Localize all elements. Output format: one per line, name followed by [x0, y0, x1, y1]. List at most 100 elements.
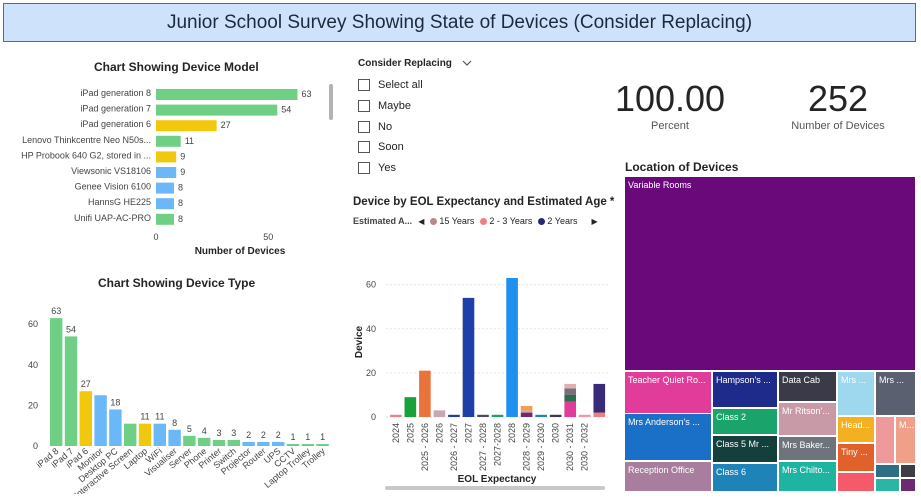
treemap-tile[interactable]: Class 2	[712, 408, 778, 435]
treemap-tile[interactable]	[875, 416, 895, 464]
treemap-tile[interactable]	[875, 478, 900, 492]
bar-segment[interactable]	[433, 410, 446, 417]
bar[interactable]	[156, 104, 278, 116]
treemap-tile[interactable]: Data Cab	[778, 371, 837, 402]
slicer-option-maybe[interactable]: Maybe	[355, 96, 525, 117]
bar-segment[interactable]	[564, 401, 577, 417]
treemap-tile[interactable]: Head...	[837, 416, 875, 443]
bar-segment[interactable]	[462, 297, 475, 417]
bar[interactable]	[124, 423, 137, 446]
chevron-down-icon[interactable]	[462, 58, 472, 69]
eol-chart-scrollbar[interactable]	[385, 486, 605, 490]
bar-segment[interactable]	[520, 405, 533, 411]
treemap-tile[interactable]: Class 6	[712, 463, 778, 492]
bar-segment[interactable]	[448, 414, 460, 417]
bar[interactable]	[156, 213, 174, 225]
treemap-tile[interactable]	[900, 478, 916, 492]
checkbox[interactable]	[358, 162, 370, 175]
bar[interactable]	[94, 395, 107, 446]
eol-legend[interactable]: Estimated A... ◀ 15 Years 2 - 3 Years 2 …	[353, 216, 598, 226]
bar-segment[interactable]	[578, 414, 591, 417]
slicer-option-select-all[interactable]: Select all	[355, 75, 525, 96]
treemap-tile[interactable]	[837, 472, 875, 492]
bar[interactable]	[242, 441, 255, 446]
bar[interactable]	[138, 423, 152, 446]
treemap-tile[interactable]: Mrs Anderson's ...	[624, 413, 712, 461]
checkbox[interactable]	[358, 79, 370, 92]
treemap-tile[interactable]: M...	[895, 416, 916, 464]
bar[interactable]	[227, 439, 240, 446]
slicer-header[interactable]: Consider Replacing	[358, 58, 525, 69]
bar-segment[interactable]	[564, 388, 577, 395]
legend-item-15-years[interactable]: 15 Years	[430, 216, 474, 226]
data-label: 27	[221, 120, 231, 130]
bar[interactable]	[156, 120, 217, 132]
bar-segment[interactable]	[535, 414, 547, 417]
legend-next-icon[interactable]: ▶	[591, 216, 598, 226]
bar[interactable]	[153, 423, 166, 446]
slicer-option-no[interactable]: No	[355, 116, 525, 137]
checkbox[interactable]	[358, 120, 370, 133]
legend-prev-icon[interactable]: ◀	[418, 216, 425, 226]
treemap-tile[interactable]: Hampson's ...	[712, 371, 778, 408]
bar[interactable]	[50, 318, 63, 446]
bar[interactable]	[183, 435, 196, 446]
bar[interactable]	[156, 89, 298, 100]
bar[interactable]	[212, 439, 226, 446]
treemap-tile[interactable]	[900, 464, 916, 478]
bar[interactable]	[272, 441, 285, 446]
bar[interactable]	[286, 443, 300, 446]
bar-segment[interactable]	[419, 370, 431, 417]
bar[interactable]	[301, 443, 314, 446]
bar-segment[interactable]	[593, 412, 606, 417]
bar-segment[interactable]	[404, 397, 417, 417]
treemap-tile[interactable]: Variable Rooms	[624, 176, 916, 371]
bar[interactable]	[156, 135, 181, 147]
device-model-chart[interactable]: iPad generation 8 63 iPad generation 7 54 iP…	[20, 78, 340, 260]
bar[interactable]	[156, 198, 174, 210]
checkbox[interactable]	[358, 141, 370, 154]
consider-replacing-slicer[interactable]: Consider Replacing Select all Maybe No S…	[355, 58, 525, 188]
bar-segment[interactable]	[390, 414, 402, 417]
treemap-tile[interactable]: Mrs ...	[837, 371, 875, 416]
bar-segment[interactable]	[506, 278, 518, 417]
bar[interactable]	[156, 167, 177, 178]
bar[interactable]	[168, 429, 181, 446]
checkbox[interactable]	[358, 100, 370, 113]
location-treemap[interactable]: Variable Rooms Teacher Quiet Ro... Hampson…	[624, 176, 916, 492]
bar-segment[interactable]	[564, 383, 577, 389]
device-model-scrollbar[interactable]	[329, 84, 333, 120]
data-label: 27	[81, 379, 91, 389]
treemap-tile[interactable]: Reception Office	[624, 461, 712, 492]
bar[interactable]	[156, 151, 177, 163]
treemap-tile[interactable]: Class 5 Mr ...	[712, 435, 778, 463]
bar[interactable]	[64, 336, 78, 446]
bar[interactable]	[79, 391, 92, 446]
legend-item-2-years[interactable]: 2 Years	[538, 216, 577, 226]
eol-chart[interactable]: 0 20 40 60 2024 2025 2025 - 2026 2026 2026 - 202…	[350, 244, 615, 494]
data-label: 8	[178, 183, 183, 193]
x-tick-label: 50	[263, 232, 273, 242]
bar-segment[interactable]	[477, 414, 489, 417]
bar-segment[interactable]	[564, 394, 577, 402]
bar[interactable]	[316, 443, 329, 446]
treemap-tile[interactable]: Mrs ...	[875, 371, 916, 416]
bar-segment[interactable]	[491, 414, 504, 417]
treemap-tile[interactable]	[875, 464, 900, 478]
legend-item-2-3-years[interactable]: 2 - 3 Years	[480, 216, 532, 226]
bar-segment[interactable]	[593, 383, 606, 413]
bar[interactable]	[109, 409, 122, 446]
treemap-tile[interactable]: Mr Ritson'...	[778, 402, 837, 436]
bar[interactable]	[156, 182, 174, 194]
treemap-tile[interactable]: Mrs Baker...	[778, 436, 837, 461]
bar[interactable]	[198, 437, 211, 446]
slicer-option-yes[interactable]: Yes	[355, 158, 525, 179]
bar-segment[interactable]	[520, 410, 533, 413]
slicer-option-soon[interactable]: Soon	[355, 137, 525, 158]
bar-segment[interactable]	[549, 414, 562, 417]
bar-segment[interactable]	[520, 412, 533, 417]
bar[interactable]	[257, 441, 270, 446]
treemap-tile[interactable]: Mrs Chilto...	[778, 461, 837, 492]
treemap-tile[interactable]: Tiny ...	[837, 443, 875, 472]
